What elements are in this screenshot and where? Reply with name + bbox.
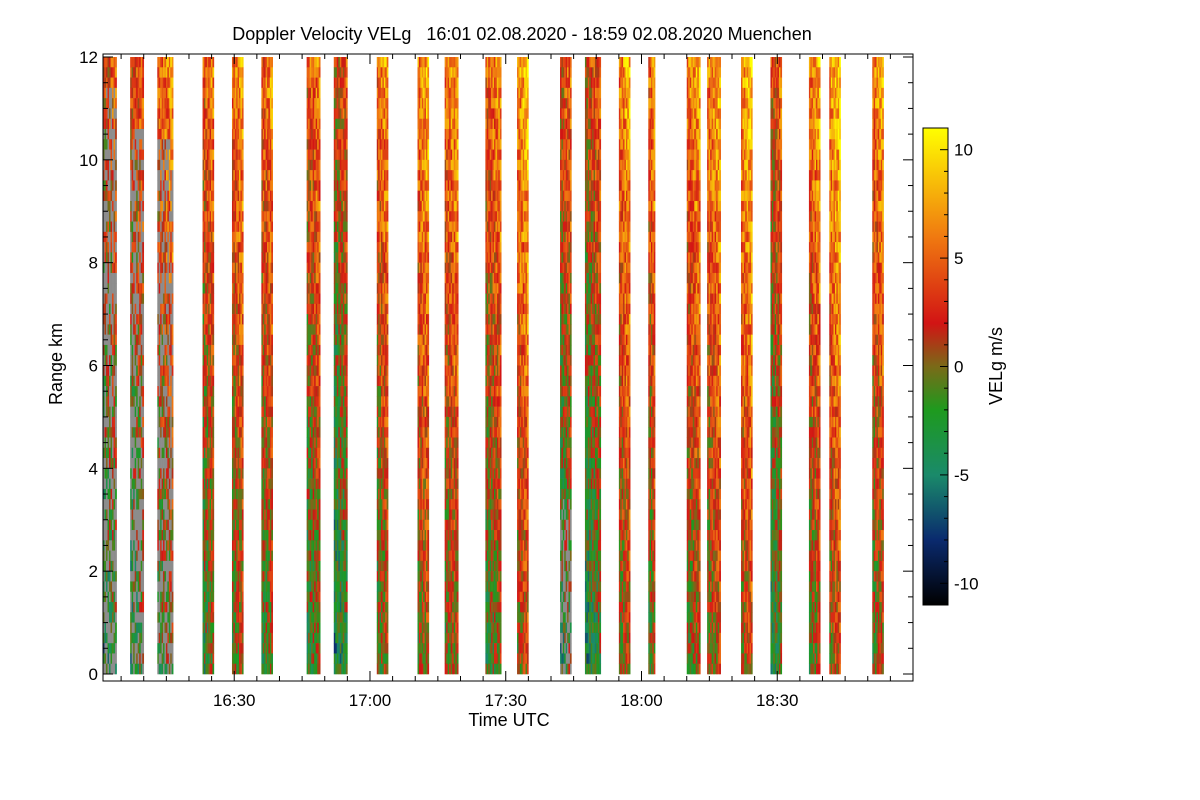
plot-background	[103, 54, 913, 681]
colorbar-ticks: 10 5 0 -5 -10	[940, 141, 979, 593]
range-profile-segment	[157, 57, 174, 675]
range-profile-segment	[231, 57, 244, 675]
x-tick-label: 16:30	[213, 691, 256, 710]
range-profile-segment	[808, 57, 821, 675]
x-tick-label: 17:30	[484, 691, 527, 710]
x-tick-label: 17:00	[349, 691, 392, 710]
range-profile-segment	[306, 57, 321, 675]
colorbar-tick-label: -10	[954, 574, 979, 593]
range-profile-segment	[872, 57, 884, 675]
y-tick-label: 0	[89, 665, 98, 684]
y-tick-label: 8	[89, 254, 98, 273]
colorbar-tick-label: -5	[954, 466, 969, 485]
colorbar-tick-label: 5	[954, 249, 963, 268]
range-profile-segment	[560, 57, 572, 675]
chart-title: Doppler Velocity VELg 16:01 02.08.2020 -…	[232, 24, 811, 44]
y-tick-label: 4	[89, 459, 98, 478]
x-tick-label: 18:30	[756, 691, 799, 710]
x-axis-ticks: 16:30 17:00 17:30 18:00 18:30	[120, 54, 891, 710]
range-profile-segment	[829, 57, 841, 675]
range-profile-segment	[444, 57, 459, 675]
plot-frame	[102, 53, 914, 682]
range-profile-segment	[770, 57, 783, 675]
y-axis-label: Range km	[46, 323, 66, 405]
y-tick-label: 12	[79, 48, 98, 67]
colorbar-tick-label: 10	[954, 141, 973, 160]
range-profile-segment	[707, 57, 721, 675]
range-profile-segment	[130, 57, 145, 675]
colorbar-label: VELg m/s	[986, 327, 1006, 405]
range-profile-segment	[485, 57, 502, 675]
colorbar-tick-label: 0	[954, 358, 963, 377]
plot-area	[103, 54, 913, 681]
x-axis-label: Time UTC	[468, 710, 549, 730]
y-axis-ticks: 0 2 4 6 8 10 12	[79, 48, 913, 684]
y-tick-label: 2	[89, 562, 98, 581]
range-profile-segment	[741, 57, 753, 675]
range-profile-segment	[202, 57, 215, 675]
x-tick-label: 18:00	[620, 691, 663, 710]
y-tick-label: 10	[79, 151, 98, 170]
range-profile-segment	[648, 57, 656, 675]
range-profile-segment	[517, 57, 529, 675]
colorbar: 10 5 0 -5 -10 VELg m/s	[922, 127, 1006, 606]
y-tick-label: 6	[89, 357, 98, 376]
range-profile-segment	[376, 57, 389, 675]
data-segments	[103, 57, 884, 675]
range-profile-segment	[686, 57, 701, 675]
range-profile-segment	[584, 57, 602, 675]
range-profile-segment	[261, 57, 273, 675]
range-profile-segment	[417, 57, 430, 675]
range-profile-segment	[618, 57, 631, 675]
range-profile-segment	[333, 57, 348, 675]
